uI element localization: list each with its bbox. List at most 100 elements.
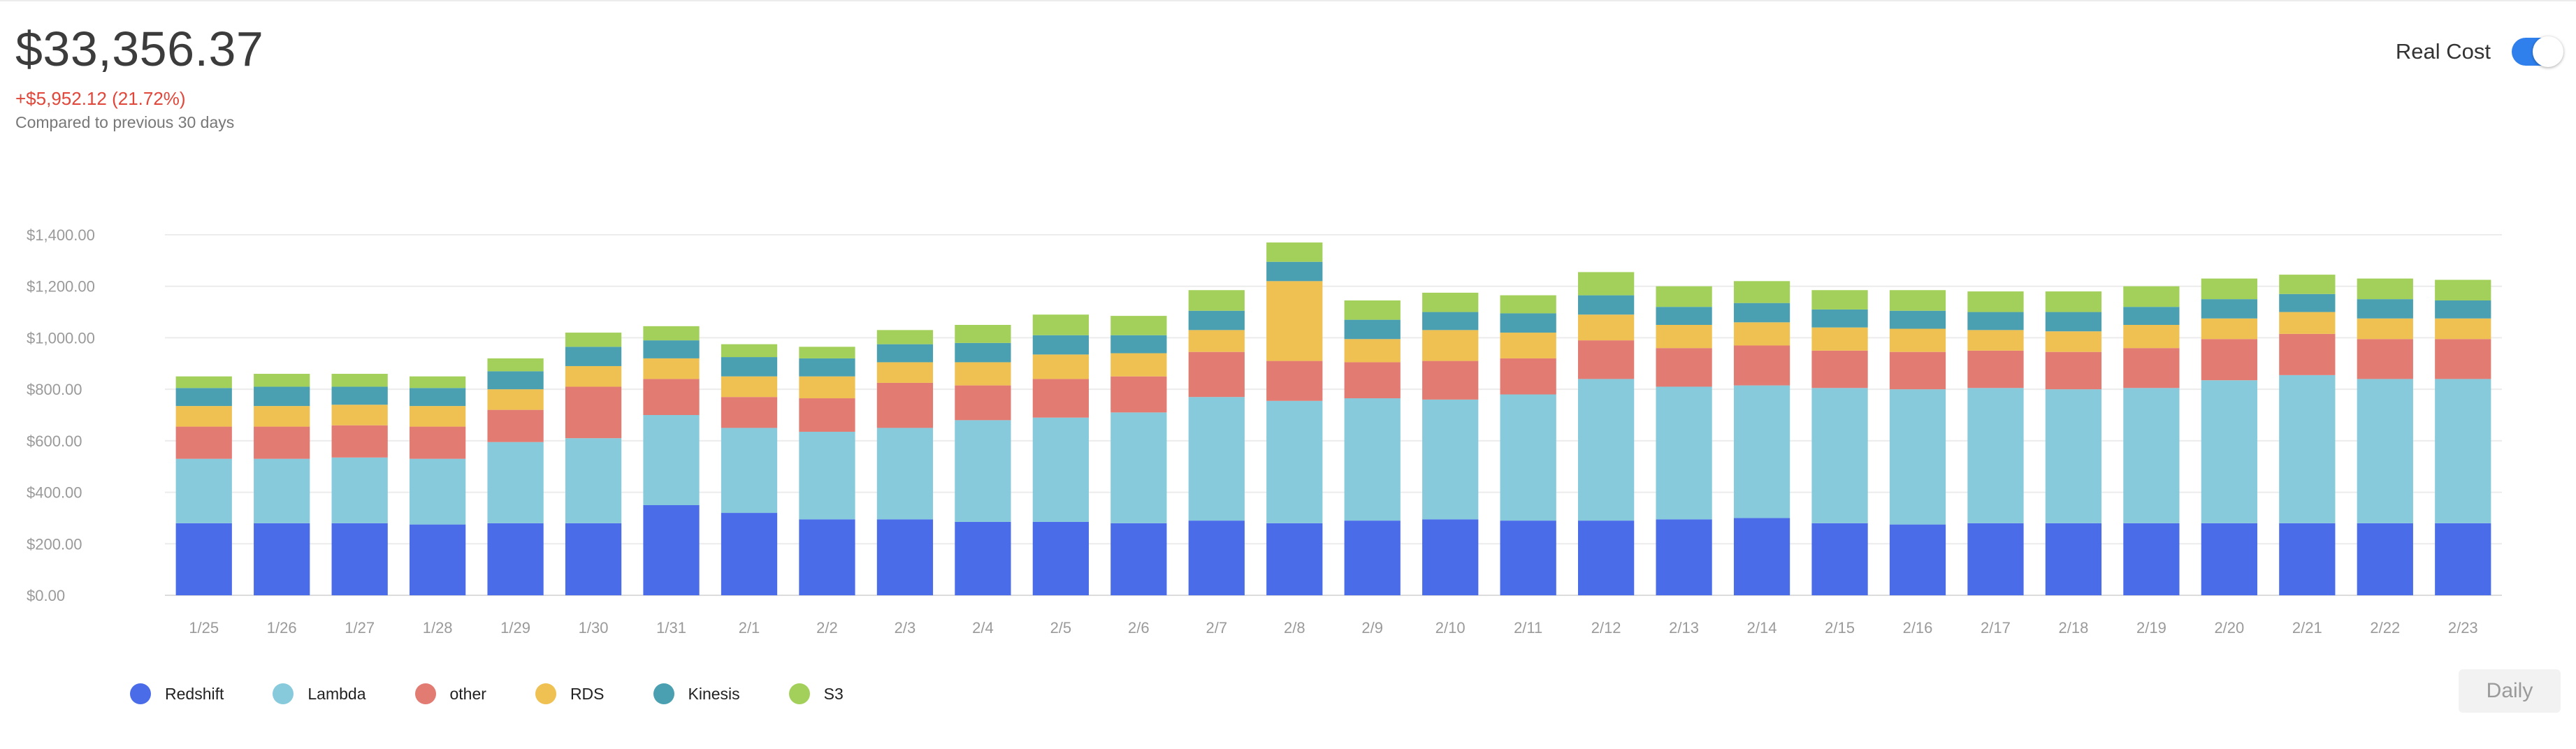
bar-segment-rds: [1811, 327, 1868, 351]
bar-segment-s3: [876, 330, 934, 344]
bar-segment-redshift: [1344, 521, 1401, 595]
bar-segment-kinesis: [1656, 307, 1712, 325]
x-tick-label: 1/31: [656, 619, 686, 637]
x-tick-label: 2/9: [1361, 619, 1383, 637]
bar-segment-redshift: [2435, 523, 2491, 595]
bar-segment-redshift: [1188, 521, 1245, 595]
bar-segment-other: [721, 397, 778, 428]
legend-swatch: [653, 683, 674, 704]
x-tick-label: 2/6: [1128, 619, 1150, 637]
bar-segment-s3: [1500, 295, 1556, 314]
bar-segment-s3: [1188, 290, 1245, 311]
legend-label: S3: [823, 684, 844, 703]
bar-segment-rds: [565, 365, 622, 387]
legend-item-lambda[interactable]: Lambda: [273, 683, 366, 704]
x-tick-label: 2/7: [1206, 619, 1228, 637]
bar-segment-s3: [254, 374, 310, 387]
comparison-note: Compared to previous 30 days: [15, 113, 235, 131]
legend-label: Redshift: [165, 684, 224, 703]
bar-segment-s3: [1967, 291, 2024, 312]
bar-segment-kinesis: [254, 386, 310, 407]
legend-label: Lambda: [307, 684, 366, 703]
y-tick-label: $800.00: [27, 381, 82, 398]
x-tick-label: 2/5: [1050, 619, 1072, 637]
bar-segment-other: [2435, 339, 2491, 379]
bar-segment-lambda: [1344, 398, 1401, 521]
bar-segment-rds: [1266, 281, 1323, 361]
legend-item-kinesis[interactable]: Kinesis: [653, 683, 740, 704]
x-tick-label: 1/26: [267, 619, 297, 637]
bar-segment-redshift: [410, 524, 466, 595]
chart-legend: Redshift Lambda other RDS Kinesis S3: [130, 683, 892, 704]
y-tick-label: $400.00: [27, 484, 82, 502]
bar-segment-rds: [487, 389, 544, 410]
real-cost-toggle[interactable]: [2512, 36, 2563, 67]
legend-item-s3[interactable]: S3: [788, 683, 844, 704]
bar-segment-redshift: [331, 523, 388, 595]
legend-item-rds[interactable]: RDS: [535, 683, 605, 704]
x-tick-label: 2/13: [1669, 619, 1699, 637]
bar-segment-other: [2045, 351, 2102, 390]
bar-segment-kinesis: [799, 358, 855, 377]
bar-segment-rds: [2045, 331, 2102, 352]
bar-segment-kinesis: [487, 371, 544, 390]
bar-segment-lambda: [1733, 385, 1790, 518]
bar-segment-kinesis: [2357, 299, 2413, 319]
x-tick-label: 2/17: [1981, 619, 2011, 637]
bar-segment-redshift: [1110, 523, 1167, 595]
bar-segment-kinesis: [2279, 293, 2336, 312]
bar-segment-redshift: [876, 519, 934, 595]
bar-segment-kinesis: [1578, 295, 1635, 315]
bar-segment-kinesis: [410, 388, 466, 407]
x-tick-label: 2/16: [1903, 619, 1933, 637]
bar-segment-lambda: [2123, 388, 2180, 523]
bar-segment-lambda: [254, 458, 310, 523]
bar-segment-rds: [331, 405, 388, 426]
bar-segment-redshift: [643, 505, 700, 595]
legend-item-redshift[interactable]: Redshift: [130, 683, 224, 704]
bar-segment-redshift: [2357, 523, 2413, 595]
legend-item-other[interactable]: other: [414, 683, 486, 704]
stacked-bar-chart: $0.00 $200.00 $400.00 $600.00 $800.00 $1,000.…: [27, 226, 2502, 637]
bar-segment-s3: [721, 344, 778, 358]
bar-segment-s3: [2357, 278, 2413, 300]
bar-segment-s3: [955, 325, 1011, 343]
real-cost-label: Real Cost: [2395, 39, 2491, 64]
bar-segment-kinesis: [643, 340, 700, 358]
bar-segment-other: [2357, 339, 2413, 379]
bar-segment-rds: [955, 362, 1011, 386]
bar-segment-redshift: [2045, 523, 2102, 595]
bar-segment-s3: [2435, 279, 2491, 300]
bar-segment-rds: [175, 406, 232, 427]
bar-segment-lambda: [1422, 399, 1479, 520]
bar-segment-rds: [1889, 328, 1946, 352]
bar-segment-redshift: [1889, 524, 1946, 595]
legend-swatch: [414, 683, 436, 704]
x-tick-label: 2/21: [2292, 619, 2322, 637]
bar-segment-other: [2279, 333, 2336, 375]
daily-period-button[interactable]: Daily: [2459, 669, 2561, 713]
bar-segment-redshift: [1733, 518, 1790, 595]
bar-segment-s3: [1344, 300, 1401, 320]
bar-segment-lambda: [1032, 417, 1089, 522]
bar-segment-kinesis: [1889, 310, 1946, 329]
bar-segment-other: [1733, 345, 1790, 386]
bar-segment-s3: [1889, 290, 1946, 311]
bar-segment-other: [1889, 351, 1946, 390]
bar-segment-other: [487, 409, 544, 442]
legend-swatch: [273, 683, 294, 704]
bar-segment-rds: [1656, 325, 1712, 349]
legend-swatch: [535, 683, 556, 704]
bar-segment-rds: [799, 376, 855, 399]
bar-segment-s3: [331, 374, 388, 387]
bar-segment-other: [643, 379, 700, 415]
bar-segment-lambda: [721, 428, 778, 514]
bar-segment-redshift: [2201, 523, 2257, 595]
bar-segment-rds: [1032, 354, 1089, 379]
y-tick-label: $1,200.00: [27, 278, 95, 296]
bar-segment-other: [1266, 361, 1323, 401]
bar-segment-s3: [175, 376, 232, 388]
bar-segment-rds: [254, 406, 310, 427]
bar-segment-lambda: [331, 457, 388, 523]
bar-segment-redshift: [1266, 523, 1323, 595]
